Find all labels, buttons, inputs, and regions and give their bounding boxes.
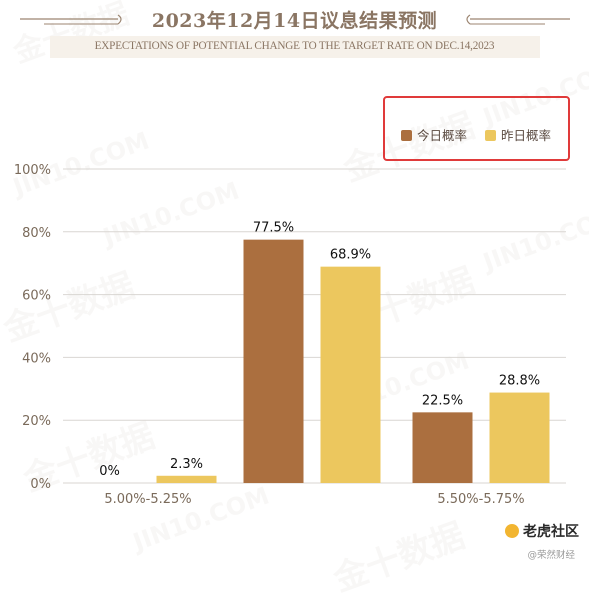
bar-yesterday (156, 475, 217, 483)
footer-source: @荣然财经 (527, 550, 575, 561)
y-tick-label: 80% (22, 226, 51, 241)
footer-logo: 老虎社区 (505, 521, 579, 541)
legend-label-yesterday: 昨日概率 (501, 128, 552, 143)
legend-item-today: 今日概率 (401, 125, 467, 144)
chart-header: 2023年12月14日议息结果预测 EXPECTATIONS OF POTENT… (0, 0, 589, 66)
legend-label-today: 今日概率 (417, 128, 468, 143)
x-tick-label: 5.50%-5.75% (437, 492, 524, 507)
bar-yesterday (489, 392, 550, 483)
footer-logo-text: 老虎社区 (523, 524, 579, 540)
x-tick-label: 5.00%-5.25% (104, 492, 191, 507)
data-label: 2.3% (170, 457, 203, 472)
bar-chart: 0% 20% 40% 60% 80% 100% 0% 77.5% 22.5% 2.3% 68.9% 2… (14, 163, 566, 507)
legend-swatch-today (401, 130, 412, 141)
chart-title: 2023年12月14日议息结果预测 (151, 10, 438, 32)
data-label: 0% (99, 464, 120, 479)
legend: 今日概率 昨日概率 (383, 96, 570, 161)
bar-today (243, 239, 304, 483)
bar-today (412, 412, 473, 483)
title-ornament-left (20, 14, 570, 58)
data-label: 77.5% (253, 221, 294, 236)
data-label: 68.9% (330, 248, 371, 263)
y-tick-label: 0% (30, 477, 51, 492)
y-tick-label: 20% (22, 414, 51, 429)
y-tick-label: 40% (22, 351, 51, 366)
y-tick-label: 60% (22, 289, 51, 304)
data-label: 28.8% (499, 374, 540, 389)
tiger-icon (505, 524, 519, 538)
bar-yesterday (320, 266, 381, 483)
legend-swatch-yesterday (485, 130, 496, 141)
legend-item-yesterday: 昨日概率 (485, 125, 551, 144)
chart-subtitle: EXPECTATIONS OF POTENTIAL CHANGE TO THE … (94, 40, 495, 52)
data-label: 22.5% (422, 393, 463, 408)
y-tick-label: 100% (14, 163, 51, 178)
